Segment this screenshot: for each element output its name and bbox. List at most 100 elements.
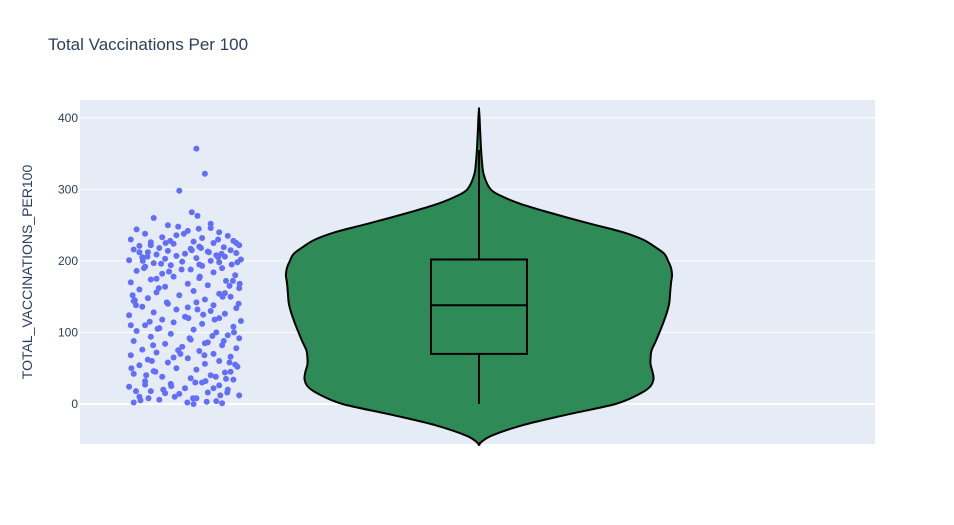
- data-point: [127, 236, 134, 243]
- data-point: [143, 372, 150, 379]
- y-tick-label: 400: [58, 111, 78, 125]
- data-point: [217, 392, 224, 399]
- data-point: [210, 302, 217, 309]
- data-point: [210, 269, 217, 276]
- data-point: [153, 349, 160, 356]
- data-point: [148, 358, 155, 364]
- data-point: [176, 292, 183, 299]
- data-point: [173, 306, 180, 313]
- data-point: [219, 400, 226, 407]
- data-point: [150, 309, 157, 316]
- data-point: [136, 362, 143, 369]
- data-point: [237, 318, 244, 324]
- data-point: [220, 338, 227, 344]
- data-point: [142, 230, 149, 237]
- data-point: [146, 318, 153, 325]
- data-point: [167, 330, 174, 337]
- data-point: [193, 366, 200, 373]
- data-point: [227, 368, 234, 375]
- data-point: [136, 286, 143, 293]
- data-point: [199, 235, 206, 241]
- data-point: [202, 378, 209, 385]
- data-point: [178, 266, 185, 273]
- data-point: [233, 240, 240, 246]
- data-point: [156, 396, 163, 403]
- data-point: [213, 329, 220, 336]
- data-point: [233, 250, 240, 256]
- data-point: [166, 268, 172, 275]
- data-point: [150, 215, 157, 221]
- data-point: [155, 285, 162, 292]
- data-point: [150, 342, 157, 349]
- y-axis-title: TOTAL_VACCINATIONS_PER100: [19, 165, 35, 380]
- data-point: [131, 297, 138, 304]
- data-point: [173, 365, 180, 372]
- data-point: [130, 338, 137, 344]
- data-point: [158, 260, 165, 267]
- data-point: [228, 261, 235, 268]
- data-point: [196, 273, 203, 280]
- data-point: [152, 368, 159, 375]
- data-point: [195, 225, 202, 232]
- data-point: [136, 242, 143, 249]
- data-point: [126, 383, 133, 390]
- data-point: [188, 247, 195, 254]
- data-point: [233, 345, 240, 352]
- data-point: [164, 247, 171, 254]
- data-point: [160, 386, 167, 393]
- data-point: [179, 343, 186, 350]
- data-point: [207, 257, 214, 264]
- data-point: [176, 187, 183, 194]
- data-point: [176, 390, 183, 397]
- data-point: [130, 370, 137, 377]
- y-tick-label: 300: [58, 182, 78, 196]
- data-point: [209, 333, 216, 339]
- data-point: [211, 316, 218, 323]
- data-point: [142, 322, 149, 329]
- iqr-box: [430, 258, 528, 355]
- data-point: [207, 372, 214, 379]
- data-point: [201, 340, 208, 347]
- data-point: [162, 283, 169, 290]
- data-point: [196, 261, 203, 268]
- data-point: [229, 277, 236, 284]
- data-point: [164, 359, 171, 366]
- data-point: [226, 359, 233, 366]
- data-point: [127, 279, 134, 286]
- data-point: [133, 388, 139, 395]
- data-point: [184, 399, 191, 406]
- data-point: [224, 332, 231, 339]
- data-point: [235, 300, 242, 307]
- y-axis-ticks: 0 100 200 300 400: [58, 111, 78, 411]
- chart-title: Total Vaccinations Per 100: [48, 35, 248, 54]
- data-point: [221, 369, 228, 376]
- data-point: [190, 401, 197, 407]
- data-point: [154, 325, 161, 332]
- data-point: [194, 212, 201, 219]
- data-point: [184, 280, 191, 287]
- data-point: [126, 257, 133, 264]
- data-point: [232, 361, 239, 368]
- data-point: [129, 292, 136, 299]
- data-point: [127, 322, 134, 329]
- data-point: [216, 358, 223, 364]
- data-point: [194, 306, 201, 313]
- data-point: [212, 373, 219, 380]
- data-point: [130, 246, 137, 253]
- data-point: [193, 255, 200, 262]
- data-point: [162, 240, 169, 246]
- data-point: [159, 373, 166, 380]
- data-point: [226, 282, 233, 289]
- data-point: [150, 260, 157, 267]
- data-point: [175, 223, 182, 230]
- data-point: [201, 170, 208, 177]
- data-point: [230, 323, 237, 330]
- data-point: [231, 329, 237, 336]
- data-point: [159, 270, 166, 277]
- data-point: [210, 385, 217, 392]
- data-point: [236, 280, 243, 287]
- data-point: [216, 259, 223, 266]
- data-point: [139, 346, 146, 353]
- data-point: [141, 265, 147, 272]
